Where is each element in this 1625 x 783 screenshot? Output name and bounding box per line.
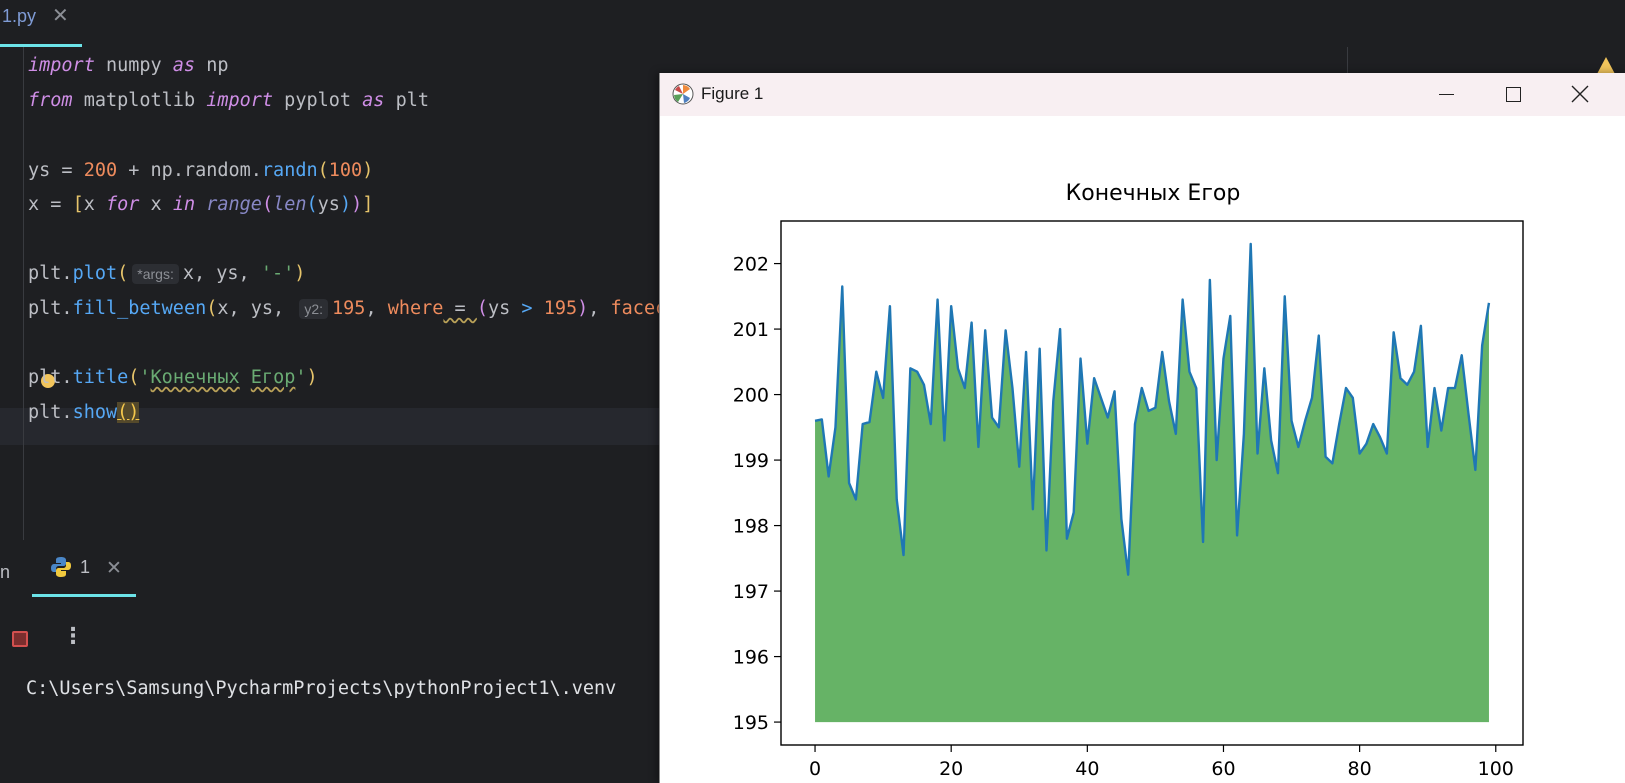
code-line[interactable]: plt.show() [28,402,140,423]
active-tab-indicator [0,44,82,47]
maximize-icon [1506,87,1521,102]
python-icon [51,557,71,577]
editor-tab-label: 1.py [2,6,37,26]
minimize-icon [1439,94,1454,95]
minimize-button[interactable] [1413,73,1479,116]
editor-tab-1py[interactable]: 1.py ✕ [0,0,82,47]
figure-title-bar[interactable]: Figure 1 [660,73,1625,116]
fill-area [815,243,1489,723]
more-options-icon[interactable]: ⋮ [62,624,84,649]
chart-title: Конечных Егор [1066,181,1241,206]
figure-window[interactable]: Figure 1 Конечных Егор 195 196 197 198 199 20… [659,73,1625,783]
inlay-hint: y2: [299,299,329,319]
series-line [814,242,1491,576]
code-line[interactable]: x = [x for x in range(len(ys))] [28,194,374,215]
y-tick-label: 196 [733,647,769,669]
y-tick-label: 195 [733,712,769,734]
figure-title: Figure 1 [701,84,764,103]
y-tick-label: 201 [733,319,769,341]
active-tab-indicator [32,594,136,597]
inlay-hint: *args: [132,264,179,284]
code-line[interactable]: ys = 200 + np.random.randn(100) [28,160,374,181]
code-line[interactable]: plt.plot(*args: x, ys, '-') [28,263,306,284]
editor-tab-bar: 1.py ✕ [0,0,1625,47]
stop-button[interactable] [12,631,28,647]
close-button[interactable] [1547,73,1613,116]
close-icon [1571,85,1589,103]
x-tick-label: 80 [1348,758,1372,780]
warning-icon[interactable] [1597,57,1615,74]
y-tick-label: 199 [733,450,769,472]
y-tick-label: 197 [733,581,769,603]
plot-series [814,242,1491,723]
run-tab-1[interactable]: 1 ✕ [32,554,136,597]
x-axis: 0 20 40 60 80 100 [809,745,1514,780]
code-line[interactable]: from matplotlib import pyplot as plt [28,90,429,111]
y-tick-label: 202 [733,254,769,276]
code-line[interactable]: import numpy as np [28,55,229,76]
x-tick-label: 20 [939,758,963,780]
code-line[interactable]: plt.title('Конечных Егор') [28,367,318,388]
lightbulb-icon[interactable] [41,374,55,388]
close-icon[interactable]: ✕ [52,3,69,27]
matplotlib-icon [672,83,694,105]
x-tick-label: 60 [1211,758,1235,780]
run-panel-label[interactable]: n [0,562,11,582]
right-margin-guide [1347,47,1348,87]
y-tick-label: 198 [733,516,769,538]
maximize-button[interactable] [1480,73,1546,116]
x-tick-label: 0 [809,758,821,780]
close-icon[interactable]: ✕ [106,557,122,579]
x-tick-label: 100 [1478,758,1514,780]
axes-frame [780,220,1524,746]
run-tab-label: 1 [80,557,91,577]
code-line[interactable]: plt.fill_between(x, ys, y2: 195, where = … [28,298,667,319]
y-tick-label: 200 [733,385,769,407]
y-axis: 195 196 197 198 199 200 201 202 [733,254,781,734]
x-tick-label: 40 [1075,758,1099,780]
console-output: C:\Users\Samsung\PycharmProjects\pythonP… [26,678,617,699]
run-tool-window-tabs: n 1 ✕ [0,540,1625,610]
gutter-divider [23,47,24,540]
